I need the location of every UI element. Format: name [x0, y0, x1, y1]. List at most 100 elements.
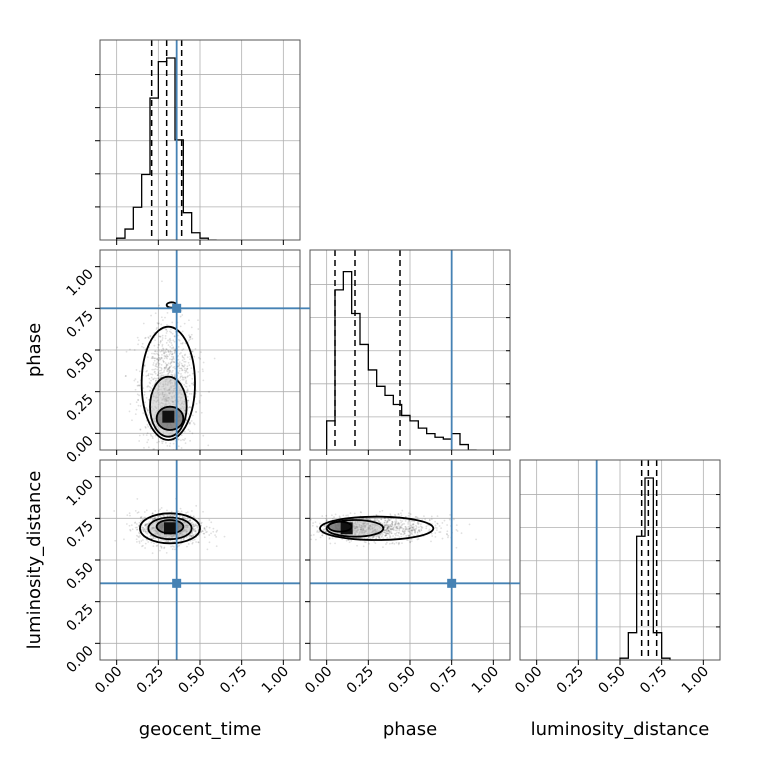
scatter-point: [177, 371, 180, 374]
scatter-point: [179, 325, 182, 328]
scatter-point: [148, 389, 151, 392]
scatter-point: [163, 370, 165, 373]
scatter-point: [155, 365, 158, 368]
scatter-point: [165, 551, 168, 554]
scatter-point: [296, 532, 298, 534]
scatter-point: [161, 280, 163, 283]
scatter-point: [186, 375, 189, 378]
scatter-point: [378, 534, 381, 537]
scatter-point: [397, 523, 400, 526]
scatter-point: [398, 524, 400, 527]
scatter-point: [158, 335, 161, 338]
scatter-point: [389, 536, 391, 538]
scatter-point: [438, 531, 441, 534]
scatter-point: [184, 367, 186, 370]
scatter-point: [166, 355, 169, 358]
scatter-point: [135, 538, 138, 541]
scatter-point: [181, 349, 184, 352]
scatter-point: [168, 371, 171, 374]
scatter-point: [157, 372, 160, 375]
scatter-point: [159, 340, 162, 343]
scatter-point: [180, 375, 183, 378]
scatter-point: [390, 530, 392, 533]
scatter-point: [400, 532, 402, 535]
scatter-point: [142, 387, 145, 390]
x-axis-label-geocent-time: geocent_time: [139, 719, 262, 740]
scatter-point: [195, 523, 197, 525]
scatter-point: [187, 389, 189, 392]
scatter-point: [170, 361, 173, 364]
scatter-point: [216, 529, 219, 532]
scatter-point: [150, 373, 152, 376]
scatter-point: [146, 356, 149, 359]
x-tick-label-geocent_time-3: 0.75: [217, 664, 250, 697]
scatter-point: [191, 432, 194, 435]
scatter-point: [136, 381, 139, 383]
scatter-point: [205, 531, 207, 533]
scatter-point: [372, 535, 375, 538]
scatter-point: [165, 366, 167, 368]
scatter-point: [391, 521, 394, 523]
scatter-point: [156, 353, 159, 356]
scatter-point: [385, 524, 388, 526]
scatter-point: [146, 441, 149, 444]
scatter-point: [420, 529, 423, 532]
scatter-point: [169, 362, 172, 364]
scatter-point: [368, 542, 370, 545]
scatter-point: [162, 440, 165, 443]
scatter-point: [210, 521, 213, 524]
scatter-point: [166, 364, 169, 366]
scatter-point: [411, 526, 414, 529]
scatter-point: [401, 509, 404, 512]
scatter-point: [181, 369, 184, 372]
scatter-point: [170, 360, 173, 363]
scatter-point: [184, 377, 187, 380]
scatter-point: [154, 380, 157, 382]
scatter-point: [441, 522, 444, 524]
scatter-point: [325, 520, 328, 523]
scatter-point: [177, 354, 179, 357]
scatter-point: [384, 529, 387, 532]
scatter-point: [434, 524, 437, 527]
scatter-point: [182, 365, 185, 368]
scatter-point: [203, 527, 206, 529]
x-tick-label-geocent_time-1: 0.25: [134, 664, 167, 697]
scatter-point: [138, 440, 141, 442]
scatter-point: [168, 369, 171, 372]
scatter-point: [402, 527, 405, 530]
scatter-point: [345, 514, 348, 517]
scatter-point: [213, 357, 216, 360]
scatter-point: [165, 471, 167, 473]
scatter-point: [171, 371, 173, 374]
scatter-point: [144, 523, 147, 526]
scatter-point: [167, 350, 170, 353]
scatter-point: [188, 392, 191, 395]
scatter-point: [181, 355, 184, 357]
scatter-point: [186, 389, 189, 392]
scatter-point: [158, 375, 161, 378]
scatter-point: [184, 385, 187, 388]
scatter-point: [198, 400, 201, 402]
scatter-point: [160, 506, 163, 509]
scatter-point: [362, 545, 365, 548]
scatter-point: [157, 377, 159, 380]
scatter-point: [377, 520, 380, 523]
scatter-point: [145, 370, 148, 373]
scatter-point: [362, 517, 365, 520]
scatter-point: [290, 533, 292, 535]
scatter-point: [389, 523, 392, 526]
scatter-point: [180, 510, 183, 513]
scatter-point: [149, 335, 152, 337]
scatter-point: [375, 520, 378, 522]
scatter-point: [329, 542, 332, 545]
scatter-point: [383, 529, 386, 532]
scatter-point: [171, 332, 174, 335]
scatter-point: [403, 529, 406, 532]
scatter-point: [160, 356, 163, 359]
scatter-point: [142, 526, 145, 529]
scatter-point: [379, 533, 382, 536]
scatter-point: [152, 545, 155, 548]
scatter-point: [142, 530, 145, 533]
scatter-point: [386, 530, 389, 533]
scatter-point: [418, 529, 421, 532]
